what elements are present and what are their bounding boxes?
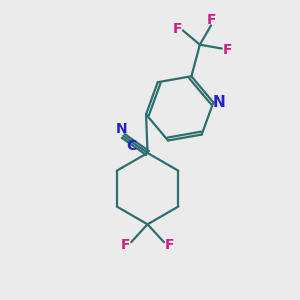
Text: F: F	[223, 43, 232, 57]
Text: C: C	[127, 140, 137, 154]
Text: F: F	[206, 13, 216, 27]
Text: F: F	[121, 238, 130, 252]
Text: N: N	[212, 95, 225, 110]
Text: F: F	[164, 238, 174, 252]
Text: F: F	[173, 22, 182, 36]
Text: N: N	[116, 122, 127, 136]
